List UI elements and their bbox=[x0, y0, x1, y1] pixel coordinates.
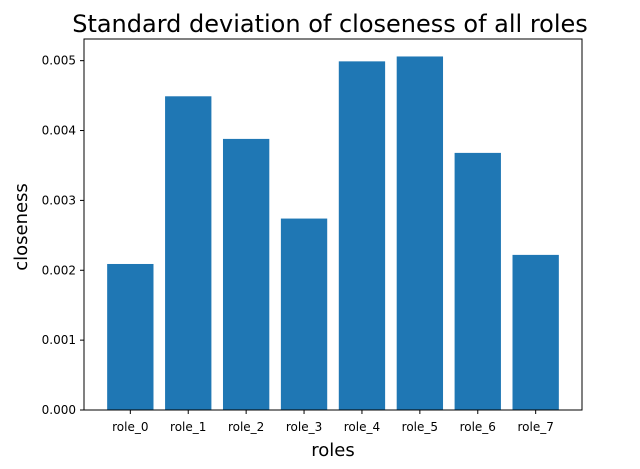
x-tick-label-role_0: role_0 bbox=[112, 420, 148, 434]
bar-role_1 bbox=[165, 96, 212, 410]
bar-role_3 bbox=[280, 218, 328, 410]
bar-role_2 bbox=[222, 138, 270, 410]
bar-role_4 bbox=[338, 61, 386, 411]
y-tick-label: 0.004 bbox=[42, 124, 76, 138]
plot-frame bbox=[83, 38, 583, 411]
bar-role_0 bbox=[107, 263, 154, 410]
x-tick-label-role_3: role_3 bbox=[286, 420, 322, 434]
bar-role_6 bbox=[454, 152, 501, 410]
chart-title: Standard deviation of closeness of all r… bbox=[72, 10, 588, 38]
y-tick-label: 0.005 bbox=[42, 54, 76, 68]
y-tick-label: 0.000 bbox=[42, 403, 76, 417]
y-tick-label: 0.002 bbox=[42, 263, 76, 277]
x-axis-ticks: role_0 role_1 role_2 role_3 role_4 role_5 role… bbox=[112, 410, 554, 434]
bar-role_5 bbox=[396, 56, 444, 410]
x-tick-label-role_7: role_7 bbox=[517, 420, 553, 434]
x-axis-label: roles bbox=[311, 440, 354, 461]
bar-role_7 bbox=[512, 254, 559, 410]
bars-group bbox=[107, 56, 559, 411]
y-axis-ticks: 0.000 0.001 0.002 0.003 0.004 0.005 bbox=[42, 54, 84, 417]
y-tick-label: 0.001 bbox=[42, 333, 76, 347]
x-tick-label-role_5: role_5 bbox=[402, 420, 438, 434]
x-tick-label-role_4: role_4 bbox=[344, 420, 380, 434]
y-axis-label: closeness bbox=[11, 183, 32, 271]
x-tick-label-role_2: role_2 bbox=[228, 420, 264, 434]
y-tick-label: 0.003 bbox=[42, 193, 76, 207]
x-tick-label-role_6: role_6 bbox=[460, 420, 496, 434]
x-tick-label-role_1: role_1 bbox=[170, 420, 206, 434]
